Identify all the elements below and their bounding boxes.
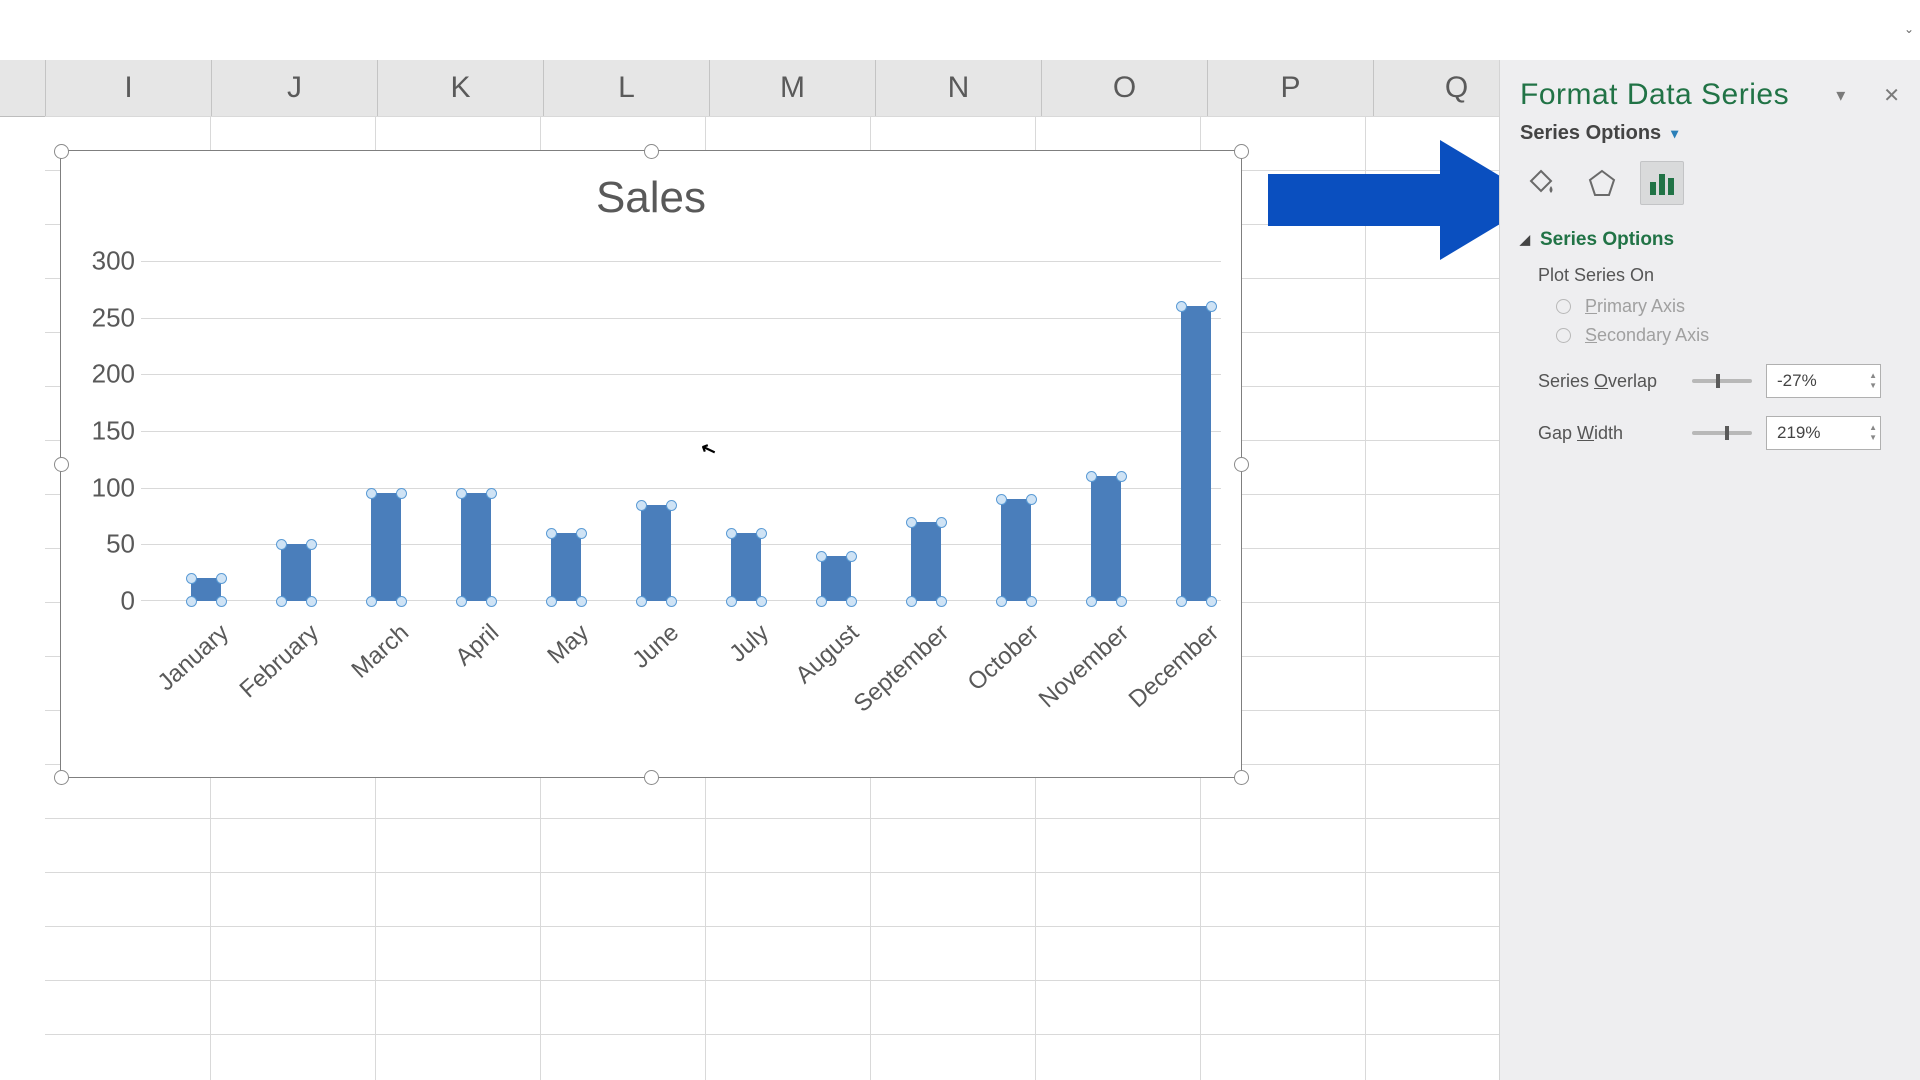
chart-object[interactable]: Sales 050100150200250300JanuaryFebruaryM…	[60, 150, 1242, 778]
col-header[interactable]: K	[378, 60, 544, 116]
column-headers: I J K L M N O P Q	[0, 60, 1538, 117]
corner-cell	[0, 60, 46, 116]
ribbon-collapsed-strip: ⌄	[0, 0, 1920, 61]
series-overlap-input[interactable]: -27% ▲ ▼	[1766, 364, 1881, 398]
selection-handle[interactable]	[644, 144, 659, 159]
selection-handle[interactable]	[644, 770, 659, 785]
spin-down-icon[interactable]: ▼	[1869, 434, 1877, 442]
selection-handle[interactable]	[1234, 770, 1249, 785]
chart-bar[interactable]	[731, 533, 761, 601]
slider-thumb[interactable]	[1725, 426, 1729, 440]
series-options-section-header[interactable]: ◢ Series Options	[1500, 223, 1920, 261]
selection-handle[interactable]	[54, 144, 69, 159]
ribbon-expand-icon[interactable]: ⌄	[1904, 22, 1914, 36]
chart-bar[interactable]	[1181, 306, 1211, 601]
selection-handle[interactable]	[54, 770, 69, 785]
series-options-tab-icon[interactable]	[1640, 161, 1684, 205]
series-options-dropdown-label: Series Options	[1520, 122, 1661, 145]
format-tabs	[1500, 161, 1920, 223]
gap-width-label: Gap Width	[1538, 423, 1678, 444]
chart-bar[interactable]	[281, 544, 311, 601]
col-header[interactable]: J	[212, 60, 378, 116]
chart-bar[interactable]	[371, 493, 401, 601]
series-options-section-label: Series Options	[1540, 229, 1674, 251]
selection-handle[interactable]	[54, 457, 69, 472]
secondary-axis-radio[interactable]: Secondary Axis	[1500, 321, 1920, 350]
series-overlap-label: Series Overlap	[1538, 371, 1678, 392]
col-header[interactable]: M	[710, 60, 876, 116]
chart-bar[interactable]	[1091, 476, 1121, 601]
chart-bar[interactable]	[461, 493, 491, 601]
secondary-axis-label: Secondary Axis	[1585, 325, 1709, 346]
spin-up-icon[interactable]: ▲	[1869, 372, 1877, 380]
selection-handle[interactable]	[1234, 457, 1249, 472]
plot-area[interactable]: 050100150200250300JanuaryFebruaryMarchAp…	[141, 261, 1221, 601]
spin-down-icon[interactable]: ▼	[1869, 382, 1877, 390]
col-header[interactable]: N	[876, 60, 1042, 116]
chart-bar[interactable]	[641, 505, 671, 601]
chart-title[interactable]: Sales	[61, 151, 1241, 223]
gap-width-slider[interactable]	[1692, 431, 1752, 435]
pane-menu-icon[interactable]: ▾	[1836, 85, 1845, 106]
spin-up-icon[interactable]: ▲	[1869, 424, 1877, 432]
series-overlap-row: Series Overlap -27% ▲ ▼	[1500, 350, 1920, 402]
fill-line-tab-icon[interactable]	[1520, 161, 1564, 205]
col-header[interactable]: L	[544, 60, 710, 116]
gap-width-value: 219%	[1777, 423, 1869, 443]
chart-bar[interactable]	[821, 556, 851, 601]
effects-tab-icon[interactable]	[1580, 161, 1624, 205]
col-header[interactable]: I	[46, 60, 212, 116]
pane-title: Format Data Series	[1520, 78, 1789, 112]
primary-axis-label: Primary Axis	[1585, 296, 1685, 317]
chart-bar[interactable]	[191, 578, 221, 601]
plot-series-on-label: Plot Series On	[1500, 261, 1920, 292]
y-axis-tick: 100	[79, 472, 135, 503]
chart-bar[interactable]	[911, 522, 941, 601]
chart-bar[interactable]	[1001, 499, 1031, 601]
chart-bar[interactable]	[551, 533, 581, 601]
format-data-series-pane: Format Data Series ▾ ✕ Series Options ▾ …	[1499, 60, 1920, 1080]
close-icon[interactable]: ✕	[1883, 83, 1900, 108]
gap-width-row: Gap Width 219% ▲ ▼	[1500, 402, 1920, 454]
collapse-triangle-icon: ◢	[1520, 232, 1530, 248]
y-axis-tick: 200	[79, 359, 135, 390]
y-axis-tick: 150	[79, 416, 135, 447]
y-axis-tick: 250	[79, 302, 135, 333]
y-axis-tick: 300	[79, 246, 135, 277]
y-axis-tick: 0	[79, 586, 135, 617]
radio-icon	[1556, 299, 1571, 314]
y-axis-tick: 50	[79, 529, 135, 560]
mouse-cursor-icon: ↖	[698, 437, 719, 462]
primary-axis-radio[interactable]: Primary Axis	[1500, 292, 1920, 321]
col-header[interactable]: P	[1208, 60, 1374, 116]
series-options-dropdown[interactable]: Series Options ▾	[1500, 120, 1920, 161]
radio-icon	[1556, 328, 1571, 343]
gap-width-input[interactable]: 219% ▲ ▼	[1766, 416, 1881, 450]
chevron-down-icon: ▾	[1671, 125, 1678, 142]
pane-header: Format Data Series ▾ ✕	[1500, 60, 1920, 120]
slider-thumb[interactable]	[1716, 374, 1720, 388]
series-overlap-slider[interactable]	[1692, 379, 1752, 383]
col-header[interactable]: O	[1042, 60, 1208, 116]
series-overlap-value: -27%	[1777, 371, 1869, 391]
selection-handle[interactable]	[1234, 144, 1249, 159]
